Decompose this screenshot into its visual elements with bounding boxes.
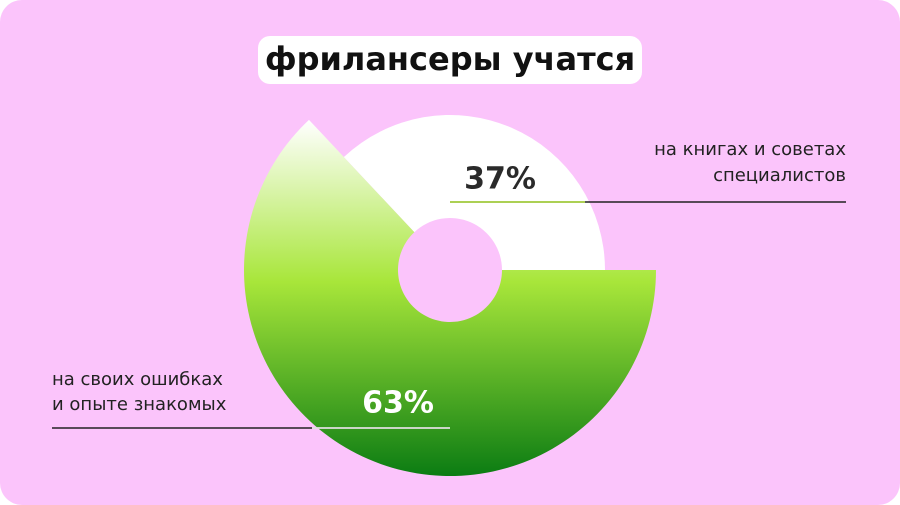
category-label: специалистов [713, 165, 846, 186]
pie [244, 115, 656, 477]
pie-slice [244, 119, 656, 477]
category-label: на своих ошибках [52, 369, 223, 390]
pie-slice [343, 115, 605, 270]
value-label: 37% [464, 162, 536, 197]
value-label: 63% [362, 386, 434, 421]
category-label: на книгах и советах [654, 139, 846, 160]
chart-title: фрилансеры учатся [265, 40, 635, 78]
title-box [258, 36, 642, 84]
category-label: и опыте знакомых [52, 394, 227, 415]
